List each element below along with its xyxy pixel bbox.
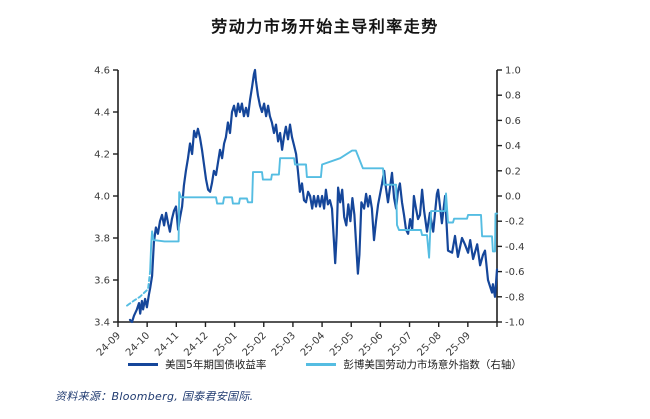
y-axis-left-tick-label: 3.4 (94, 318, 110, 329)
chart-legend: 美国5年期国债收益率 彭博美国劳动力市场意外指数（右轴） (0, 357, 650, 372)
x-axis-tick-label: 25-09 (445, 330, 473, 358)
x-axis-tick-label: 24-09 (95, 330, 123, 358)
y-axis-right-tick-label: -1.0 (505, 318, 525, 329)
y-axis-right-tick-label: -0.6 (505, 267, 525, 278)
x-axis-tick-label: 25-04 (299, 330, 327, 358)
x-axis-tick-label: 25-07 (386, 330, 414, 358)
x-axis-tick-label: 25-02 (241, 330, 269, 358)
x-axis-tick-label: 24-12 (182, 330, 210, 358)
x-axis-tick-label: 25-08 (415, 330, 443, 358)
y-axis-left-tick-label: 4.4 (94, 108, 110, 119)
series-line-1 (149, 149, 498, 273)
legend-line-light-icon (306, 363, 337, 366)
series-line-0 (128, 68, 499, 324)
y-axis-right-tick-label: -0.4 (505, 242, 525, 253)
y-axis-left-tick-label: 4.0 (94, 192, 110, 203)
y-axis-left-tick-label: 4.6 (94, 66, 110, 77)
y-axis-left-tick-label: 3.6 (94, 276, 110, 287)
legend-item-labor-surprise-index: 彭博美国劳动力市场意外指数（右轴） (306, 357, 522, 372)
y-axis-right-tick-label: 1.0 (505, 66, 521, 77)
y-axis-right-tick-label: 0.6 (505, 116, 521, 127)
series-line-1-dashed-head (126, 270, 152, 307)
source-note: 资料来源：Bloomberg, 国泰君安国际. (55, 390, 254, 403)
x-axis-tick-label: 25-06 (357, 330, 385, 358)
chart-title: 劳动力市场开始主导利率走势 (211, 17, 439, 36)
x-axis-tick-label: 25-03 (270, 330, 298, 358)
legend-item-treasury-yield: 美国5年期国债收益率 (128, 357, 266, 372)
x-axis-tick-label: 25-05 (328, 330, 356, 358)
y-axis-right-tick-label: 0.8 (505, 91, 521, 102)
y-axis-left-tick-label: 3.8 (94, 234, 110, 245)
legend-label: 彭博美国劳动力市场意外指数（右轴） (343, 359, 522, 371)
x-axis-tick-label: 25-01 (211, 330, 239, 358)
y-axis-left-tick-label: 4.2 (94, 150, 110, 161)
y-axis-right-tick-label: -0.8 (505, 292, 525, 303)
x-axis-tick-label: 24-11 (153, 330, 181, 358)
legend-line-dark-icon (128, 363, 159, 366)
legend-label: 美国5年期国债收益率 (165, 359, 267, 371)
y-axis-right-tick-label: 0.4 (505, 141, 521, 152)
y-axis-right-tick-label: 0.0 (505, 192, 521, 203)
x-axis-tick-label: 24-10 (124, 330, 152, 358)
y-axis-right-tick-label: 0.2 (505, 166, 521, 177)
y-axis-right-tick-label: -0.2 (505, 217, 525, 228)
